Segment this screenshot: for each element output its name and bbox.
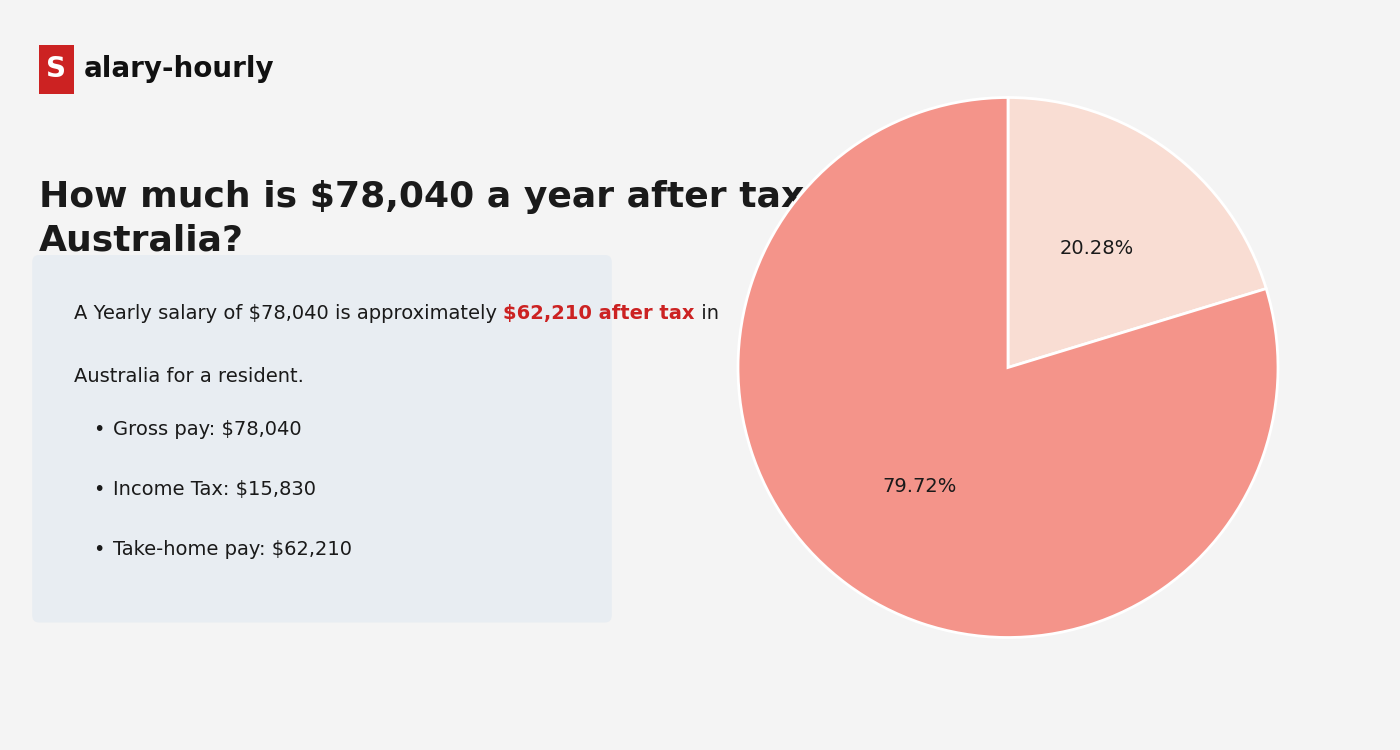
Text: 20.28%: 20.28% [1060, 238, 1134, 258]
Wedge shape [1008, 98, 1266, 368]
FancyBboxPatch shape [39, 45, 74, 94]
Text: $62,210 after tax: $62,210 after tax [504, 304, 694, 322]
FancyBboxPatch shape [32, 255, 612, 622]
Text: •: • [94, 420, 105, 439]
Text: A Yearly salary of $78,040 is approximately: A Yearly salary of $78,040 is approximat… [74, 304, 504, 322]
Text: How much is $78,040 a year after tax in
Australia?: How much is $78,040 a year after tax in … [39, 180, 854, 257]
Text: •: • [94, 540, 105, 559]
Text: 79.72%: 79.72% [882, 477, 956, 496]
Text: in: in [694, 304, 718, 322]
Text: •: • [94, 480, 105, 499]
Text: Australia for a resident.: Australia for a resident. [74, 368, 304, 386]
Text: Take-home pay: $62,210: Take-home pay: $62,210 [112, 540, 351, 559]
Text: Gross pay: $78,040: Gross pay: $78,040 [112, 420, 301, 439]
Wedge shape [738, 98, 1278, 638]
Text: Income Tax: $15,830: Income Tax: $15,830 [112, 480, 315, 499]
Text: S: S [46, 56, 66, 83]
Text: alary-hourly: alary-hourly [84, 56, 274, 83]
